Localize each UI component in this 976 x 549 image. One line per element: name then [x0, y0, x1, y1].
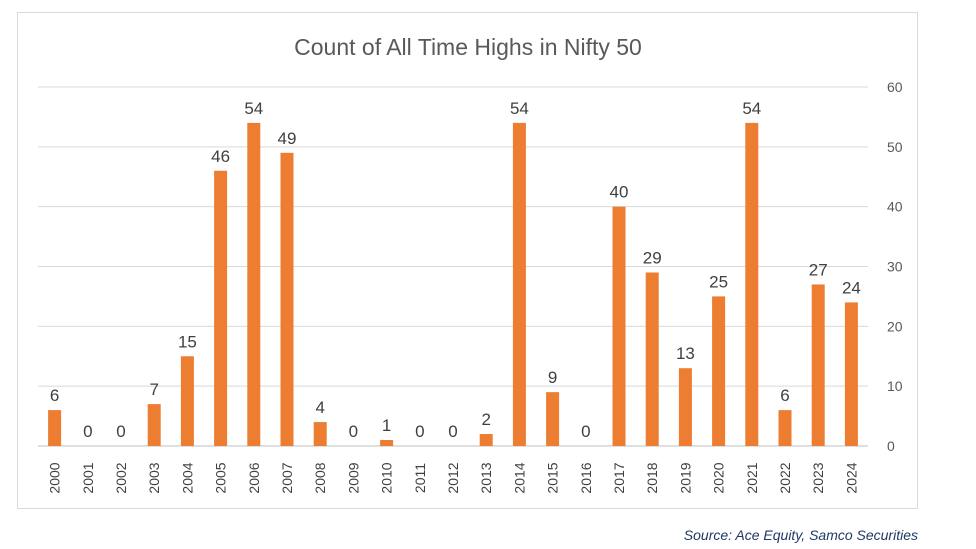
data-label: 2 [481, 410, 490, 429]
x-axis-ticks: 2000 2001 2002 2003 2004 2005 2006 2007 2008 2009… [47, 462, 860, 493]
bar [380, 440, 394, 446]
bar [313, 422, 327, 446]
x-tick-label: 2017 [611, 462, 627, 493]
x-tick-label: 2014 [511, 462, 527, 493]
data-label: 54 [510, 99, 529, 118]
data-label: 7 [149, 380, 158, 399]
x-tick-label: 2009 [345, 462, 361, 493]
x-tick-label: 2010 [379, 462, 395, 493]
bar [479, 434, 493, 446]
x-tick-label: 2019 [677, 462, 693, 493]
data-label: 4 [315, 398, 324, 417]
data-label: 24 [842, 278, 861, 297]
data-label: 0 [581, 422, 590, 441]
bar [745, 122, 759, 447]
x-tick-label: 2000 [47, 462, 63, 493]
bar [180, 356, 194, 446]
data-label: 6 [50, 386, 59, 405]
data-label: 54 [742, 99, 761, 118]
x-tick-label: 2022 [777, 462, 793, 493]
bar [214, 170, 228, 446]
x-tick-label: 2013 [478, 462, 494, 493]
x-tick-label: 2007 [279, 462, 295, 493]
data-label: 29 [643, 248, 662, 267]
data-label: 0 [349, 422, 358, 441]
y-axis-ticks: 0 10 20 30 40 50 60 [887, 79, 903, 454]
x-tick-label: 2002 [113, 462, 129, 493]
y-tick-label: 30 [887, 259, 903, 275]
data-label: 49 [278, 129, 297, 148]
gridlines [38, 86, 868, 447]
x-tick-label: 2004 [179, 462, 195, 493]
bar [280, 152, 294, 447]
y-tick-label: 0 [887, 438, 895, 454]
x-tick-label: 2012 [445, 462, 461, 493]
x-tick-label: 2011 [412, 463, 428, 493]
y-tick-label: 50 [887, 139, 903, 155]
x-tick-label: 2016 [578, 462, 594, 493]
x-tick-label: 2005 [213, 462, 229, 493]
x-tick-label: 2006 [246, 462, 262, 493]
x-tick-label: 2020 [711, 462, 727, 493]
data-label: 27 [809, 260, 828, 279]
y-tick-label: 40 [887, 199, 903, 215]
data-label: 25 [709, 272, 728, 291]
bar [247, 122, 261, 447]
bar [147, 404, 161, 446]
bar [512, 122, 526, 447]
data-label: 1 [382, 416, 391, 435]
data-label: 54 [244, 99, 263, 118]
data-label: 0 [415, 422, 424, 441]
data-label: 0 [448, 422, 457, 441]
data-label: 13 [676, 344, 695, 363]
y-tick-label: 10 [887, 378, 903, 394]
x-tick-label: 2021 [744, 462, 760, 493]
x-tick-label: 2008 [312, 462, 328, 493]
data-label: 9 [548, 368, 557, 387]
bar [678, 368, 692, 446]
x-tick-label: 2003 [146, 462, 162, 493]
bar [612, 206, 626, 446]
data-label: 6 [780, 386, 789, 405]
y-tick-label: 20 [887, 318, 903, 334]
x-tick-label: 2024 [843, 462, 859, 493]
x-tick-label: 2015 [545, 462, 561, 493]
data-label: 0 [83, 422, 92, 441]
bar [811, 284, 825, 446]
bar [645, 272, 659, 446]
bar [712, 296, 726, 446]
x-tick-label: 2018 [644, 462, 660, 493]
x-tick-label: 2023 [810, 462, 826, 493]
data-label: 15 [178, 332, 197, 351]
data-label: 0 [116, 422, 125, 441]
bar [778, 410, 792, 446]
x-tick-label: 2001 [80, 462, 96, 493]
bar [546, 392, 560, 446]
bar [48, 410, 62, 446]
chart-title: Count of All Time Highs in Nifty 50 [294, 34, 642, 60]
bars [48, 122, 858, 447]
bar [844, 302, 858, 446]
y-tick-label: 60 [887, 79, 903, 95]
data-label: 46 [211, 147, 230, 166]
source-note: Source: Ace Equity, Samco Securities [683, 527, 918, 543]
data-label: 40 [610, 183, 629, 202]
